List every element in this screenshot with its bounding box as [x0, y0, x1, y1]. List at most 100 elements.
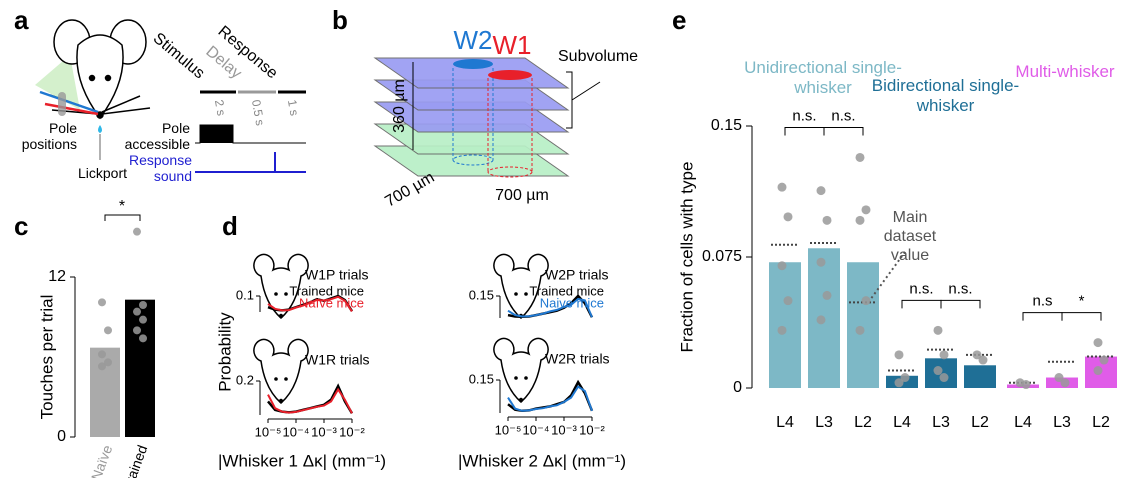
data-point [1021, 380, 1031, 390]
data-point [104, 358, 112, 367]
data-point [104, 326, 112, 335]
legend-entry: Naïve mice [299, 295, 364, 310]
significance: n.s [1032, 293, 1052, 310]
mouse-eye [514, 292, 518, 296]
x-tick-label: Naïve [88, 443, 116, 478]
significance: n.s. [831, 107, 855, 124]
bar [964, 365, 996, 388]
legend-entry: Naive mice [540, 295, 604, 310]
data-point [822, 290, 832, 300]
subvolume-bracket [566, 71, 601, 129]
w2-cylinder-base [452, 154, 494, 166]
x-tick-label: L3 [1053, 414, 1071, 431]
x-tick-label: L3 [932, 414, 950, 431]
series-line [507, 297, 593, 318]
data-point [861, 296, 871, 306]
bar [769, 262, 801, 388]
data-point [139, 315, 147, 324]
significance-bracket [823, 126, 864, 136]
significance-bracket [940, 299, 981, 309]
data-point [855, 215, 865, 225]
x-tick-label: L2 [854, 414, 872, 431]
y-tick-label: 0.15 [469, 287, 494, 302]
plot-title: W1P trials [305, 267, 369, 283]
data-point [894, 378, 904, 388]
data-point [133, 227, 141, 236]
data-point [139, 334, 147, 343]
data-point [816, 257, 826, 267]
group-title: Bidirectional single-whisker [871, 76, 1020, 115]
data-point [939, 350, 949, 360]
significance: n.s. [909, 280, 933, 297]
data-point [816, 315, 826, 325]
data-point [139, 301, 147, 309]
y-tick-label: 0.1 [236, 287, 254, 302]
legend-entry: Trained mice [529, 283, 604, 298]
data-point [1093, 338, 1103, 348]
epoch-duration: 0.5 s [249, 99, 267, 127]
significance: n.s. [948, 280, 972, 297]
significance: n.s. [792, 107, 816, 124]
main-dataset-label: Main dataset value [883, 209, 937, 264]
w2-column [453, 59, 493, 69]
data-point [98, 350, 106, 359]
plot-title: W2P trials [545, 267, 609, 283]
w1-cylinder [487, 78, 533, 172]
w2-label: W2 [454, 25, 493, 55]
significance-bracket [1022, 312, 1063, 321]
subvolume-label: Subvolume [558, 48, 638, 65]
series-line [267, 295, 353, 312]
significance-bracket [104, 214, 141, 221]
x-axis-label: |Whisker 2 Δκ| (mm⁻¹) [458, 451, 626, 470]
significance: * [119, 198, 125, 215]
significance-bracket [901, 299, 942, 309]
mouse-eye [524, 376, 528, 380]
series-line [507, 385, 593, 412]
w1-cylinder-base [487, 166, 533, 178]
data-point [783, 212, 793, 222]
data-point [1054, 373, 1064, 383]
bar [125, 299, 155, 437]
panel-label: a [14, 5, 29, 35]
panel-label: d [222, 211, 238, 241]
y-tick-label: 0 [57, 428, 66, 445]
y-axis-label: Touches per trial [37, 295, 56, 420]
mouse-eye [524, 292, 528, 296]
x-tick-label: L4 [1014, 414, 1032, 431]
mouse-nose [278, 398, 284, 404]
mouse-icon [493, 337, 549, 403]
data-point [133, 326, 141, 335]
group-title: Unidirectional single-whisker [744, 58, 902, 97]
x-tick-label: Trained [119, 443, 150, 478]
significance-bracket [1061, 312, 1102, 321]
series-line [267, 387, 353, 414]
data-point [783, 296, 793, 306]
panel-label: e [672, 5, 686, 35]
group-title: Multi-whisker [1015, 62, 1115, 81]
mouse-eye [274, 377, 278, 381]
imaging-planes [373, 57, 570, 177]
plot-title: W1R trials [305, 352, 370, 368]
y-axis-label: Probability [215, 312, 234, 392]
data-point [978, 355, 988, 365]
mouse-icon [253, 253, 309, 319]
y-tick-label: 0.2 [236, 372, 254, 387]
data-point [1099, 355, 1109, 365]
data-point [855, 325, 865, 335]
data-point [816, 186, 826, 196]
x-tick-label: L4 [893, 414, 911, 431]
x-tick-label: 10⁻⁵ [255, 424, 282, 439]
significance: * [1079, 293, 1085, 310]
data-point [861, 205, 871, 215]
significance-bracket [784, 126, 825, 136]
w1-column [488, 70, 532, 80]
x-tick-label: 10⁻² [339, 424, 365, 439]
panel-label: b [332, 5, 348, 35]
data-point [777, 325, 787, 335]
epoch-name: Stimulus [150, 30, 208, 82]
x-tick-label: 10⁻⁴ [283, 424, 310, 439]
data-point [1093, 366, 1103, 376]
mouse-icon [253, 338, 309, 404]
